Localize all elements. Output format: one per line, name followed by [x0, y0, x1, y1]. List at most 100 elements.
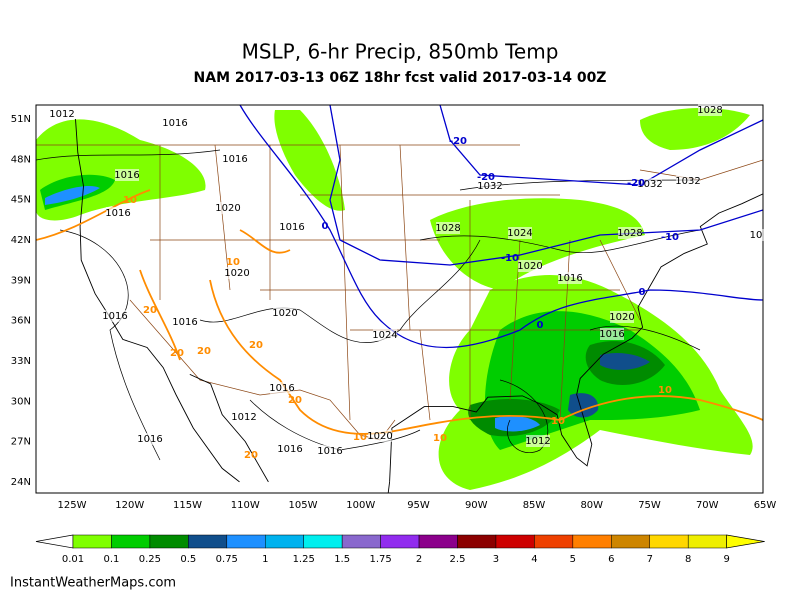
lon-label: 115W — [173, 500, 202, 511]
colorbar-label: 8 — [685, 554, 691, 565]
isotherm-label: -20 — [477, 172, 495, 183]
colorbar-segment — [341, 534, 381, 549]
isobar-label: 1016 — [277, 444, 302, 455]
isobar-label: 1012 — [49, 109, 74, 120]
colorbar-label: 3 — [493, 554, 499, 565]
isotherm-label: 10 — [433, 433, 447, 444]
colorbar-label: 2 — [416, 554, 422, 565]
isobar-label: 1012 — [525, 436, 550, 447]
label-bg — [744, 229, 768, 241]
credit: InstantWeatherMaps.com — [10, 576, 176, 591]
label-bg — [508, 227, 532, 239]
precip — [36, 108, 753, 490]
isobar-label: 1024 — [507, 228, 532, 239]
coast-line — [387, 481, 391, 493]
colorbar-segment — [418, 534, 458, 549]
map — [35, 104, 764, 494]
label-bg — [600, 328, 624, 340]
precip-area — [430, 198, 645, 290]
isobar-label: 1016 — [222, 154, 247, 165]
colorbar-segment — [687, 534, 727, 549]
lon-label: 100W — [346, 500, 375, 511]
colorbar-label: 7 — [647, 554, 653, 565]
label-bg — [223, 153, 247, 165]
isobar-label: 1020 — [224, 268, 249, 279]
isobar-label: 1016 — [114, 170, 139, 181]
isobar-label: 1032 — [477, 181, 502, 192]
precip-area — [45, 186, 100, 205]
lon-label: 65W — [754, 500, 777, 511]
isobar-label: 1028 — [617, 228, 642, 239]
colorbar-segment — [149, 534, 189, 549]
colorbar-segment — [611, 534, 650, 549]
lat-label: 39N — [11, 275, 31, 286]
colorbar-label: 0.25 — [139, 554, 161, 565]
isotherm-label: -20 — [627, 178, 645, 189]
label-bg — [318, 445, 342, 457]
isobar-label: 1016 — [137, 434, 162, 445]
label-bg — [610, 311, 634, 323]
isobar-label: 1032 — [675, 176, 700, 187]
label-bg — [232, 411, 256, 423]
lat-label: 48N — [11, 154, 31, 165]
isotherm-label: 20 — [249, 340, 263, 351]
lon-label: 85W — [523, 500, 546, 511]
isobar-label: 1016 — [599, 329, 624, 340]
title: MSLP, 6-hr Precip, 850mb Temp — [242, 40, 559, 64]
colorbar-label: 1.25 — [293, 554, 315, 565]
isobar-label: 1020 — [367, 431, 392, 442]
colorbar-segment — [265, 534, 304, 549]
label-bg — [436, 222, 460, 234]
isobar-label: 1016 — [162, 118, 187, 129]
precip-area — [274, 110, 345, 211]
colorbar-segment — [457, 534, 497, 549]
label-bg — [225, 267, 249, 279]
label-bg — [138, 433, 162, 445]
isotherm-label: 0 — [537, 320, 544, 331]
label-bg — [676, 175, 700, 187]
label-bg — [518, 260, 542, 272]
lon-label: 120W — [115, 500, 144, 511]
isobar-label: 1020 — [517, 261, 542, 272]
lat-label: 42N — [11, 235, 31, 246]
isobar-label: 1016 — [279, 222, 304, 233]
lon-label: 75W — [638, 500, 661, 511]
isobar-label: 1028 — [697, 105, 722, 116]
lat-label: 27N — [11, 437, 31, 448]
label-bg — [526, 435, 550, 447]
colorbar-label: 9 — [723, 554, 729, 565]
colorbar-segment — [188, 534, 228, 549]
lat-label: 24N — [11, 477, 31, 488]
isobar-label: 1016 — [269, 383, 294, 394]
colorbar-segment — [649, 534, 689, 549]
isobar-label: 1016 — [105, 208, 130, 219]
label-bg — [278, 443, 302, 455]
colorbar-segment — [111, 534, 151, 549]
lat-label: 45N — [11, 195, 31, 206]
colorbar-label: 0.1 — [103, 554, 119, 565]
map-frame — [35, 104, 764, 494]
label-bg — [273, 307, 297, 319]
lon-label: 95W — [407, 500, 430, 511]
isotherm-label: 0 — [322, 221, 329, 232]
isobar-label: 1024 — [372, 330, 397, 341]
isobar-label: 1020 — [609, 312, 634, 323]
label-bg — [373, 329, 397, 341]
isobar-label: 1020 — [215, 203, 240, 214]
colorbar-end — [726, 534, 765, 549]
lon-label: 105W — [289, 500, 318, 511]
lon-label: 80W — [580, 500, 603, 511]
label-bg — [50, 108, 74, 120]
label-bg — [173, 316, 197, 328]
colorbar-label: 1 — [262, 554, 268, 565]
lon-label: 110W — [231, 500, 260, 511]
colorbar-segment — [534, 534, 574, 549]
colorbar-segment — [226, 534, 266, 549]
isobar-label: 10 — [750, 230, 763, 241]
label-bg — [163, 117, 187, 129]
isotherm-label: 10 — [658, 385, 672, 396]
coast-line — [189, 373, 269, 483]
colorbar-label: 0.01 — [62, 554, 84, 565]
